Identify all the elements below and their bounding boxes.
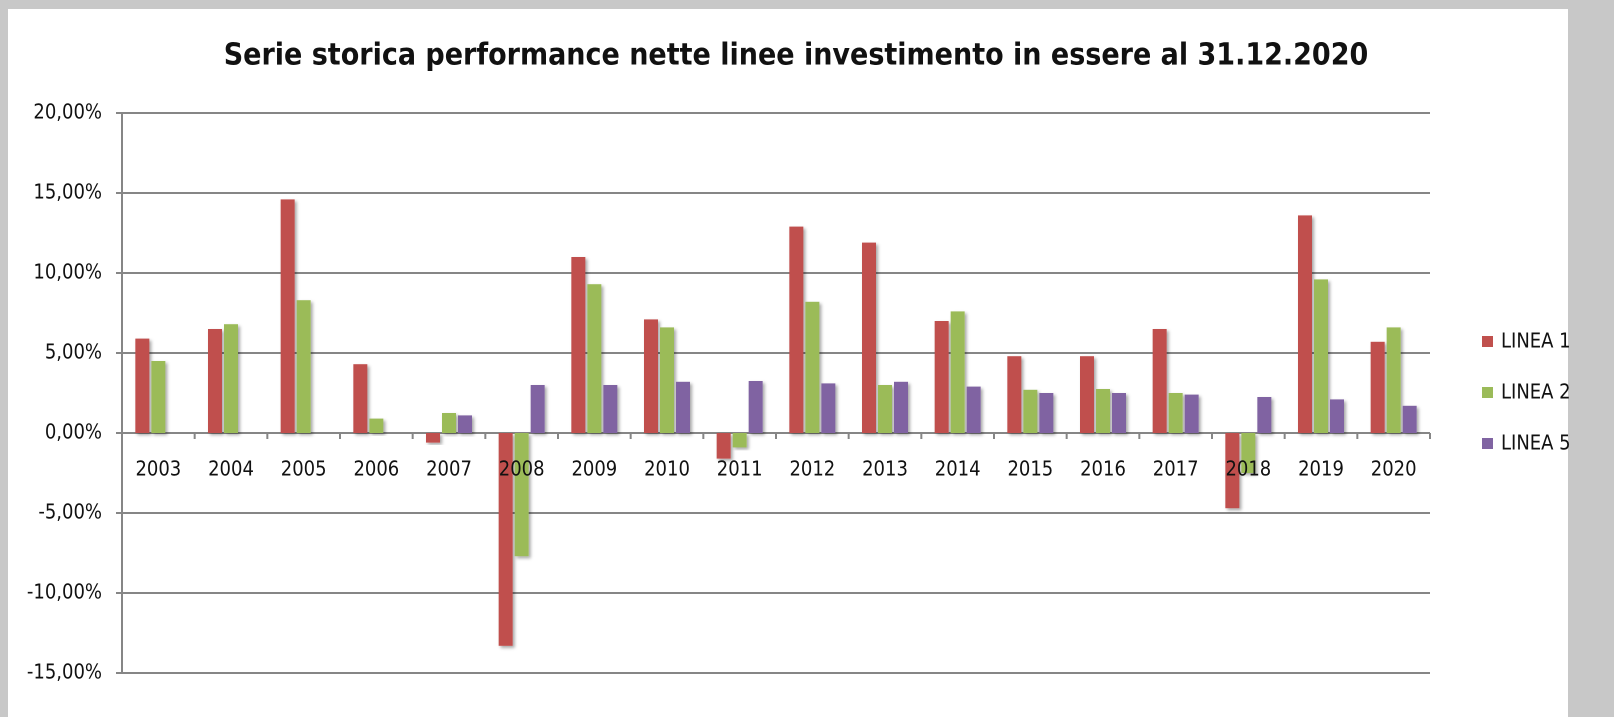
bar bbox=[353, 364, 368, 433]
y-tick-label: 10,00% bbox=[33, 260, 102, 284]
bar bbox=[805, 301, 820, 433]
x-tick-label: 2010 bbox=[644, 457, 690, 481]
bar bbox=[1184, 394, 1199, 433]
bar bbox=[296, 300, 311, 433]
x-tick-label: 2011 bbox=[717, 457, 763, 481]
bar bbox=[458, 415, 472, 433]
bar bbox=[442, 413, 456, 433]
y-tick-label: 5,00% bbox=[45, 340, 102, 364]
y-tick-label: -5,00% bbox=[38, 500, 102, 524]
legend-label: LINEA 5 bbox=[1501, 431, 1571, 455]
bar bbox=[587, 284, 602, 433]
bar bbox=[498, 433, 513, 646]
bar bbox=[1330, 399, 1344, 433]
bar bbox=[571, 257, 586, 433]
x-tick-label: 2018 bbox=[1225, 457, 1271, 481]
bar bbox=[1298, 215, 1312, 433]
bar bbox=[1257, 397, 1272, 433]
bar bbox=[224, 324, 238, 433]
legend-label: LINEA 1 bbox=[1501, 329, 1571, 353]
bar bbox=[1314, 279, 1328, 433]
bar bbox=[369, 418, 384, 433]
x-tick-label: 2013 bbox=[862, 457, 908, 481]
bar bbox=[748, 381, 763, 433]
x-tick-label: 2015 bbox=[1007, 457, 1053, 481]
x-tick-label: 2007 bbox=[426, 457, 472, 481]
bar bbox=[789, 226, 804, 433]
y-tick-label: 20,00% bbox=[33, 100, 102, 124]
bar bbox=[1402, 405, 1417, 433]
bar bbox=[1080, 356, 1094, 433]
x-tick-label: 2005 bbox=[281, 457, 327, 481]
x-tick-label: 2020 bbox=[1371, 457, 1417, 481]
legend-swatch bbox=[1482, 336, 1493, 347]
y-tick-label: 0,00% bbox=[45, 420, 102, 444]
bar bbox=[135, 338, 150, 433]
y-tick-label: -15,00% bbox=[27, 660, 102, 684]
bar bbox=[1039, 393, 1054, 433]
bar bbox=[280, 199, 295, 433]
y-tick-label: 15,00% bbox=[33, 180, 102, 204]
bar bbox=[644, 319, 658, 433]
bar bbox=[151, 361, 166, 433]
bar bbox=[1112, 393, 1126, 433]
bar bbox=[1225, 433, 1240, 509]
bar bbox=[950, 311, 965, 433]
bar bbox=[878, 385, 892, 433]
x-tick-label: 2009 bbox=[571, 457, 617, 481]
bar bbox=[1007, 356, 1022, 433]
bar bbox=[966, 386, 981, 433]
bar bbox=[660, 327, 674, 433]
bar bbox=[676, 381, 690, 433]
x-tick-label: 2008 bbox=[499, 457, 545, 481]
bar bbox=[530, 385, 545, 433]
bar bbox=[1023, 389, 1038, 433]
x-tick-label: 2004 bbox=[208, 457, 254, 481]
bar bbox=[1152, 329, 1167, 433]
y-tick-label: -10,00% bbox=[27, 580, 102, 604]
bar bbox=[426, 433, 440, 443]
bar bbox=[514, 433, 529, 557]
bar bbox=[208, 329, 222, 433]
bar bbox=[1386, 327, 1401, 433]
bar bbox=[894, 381, 908, 433]
bar bbox=[821, 383, 836, 433]
legend-swatch bbox=[1482, 387, 1493, 398]
bar bbox=[934, 321, 949, 433]
bar bbox=[1168, 393, 1183, 433]
bar bbox=[732, 433, 747, 448]
bar bbox=[1096, 389, 1110, 433]
x-tick-label: 2003 bbox=[135, 457, 181, 481]
x-tick-label: 2019 bbox=[1298, 457, 1344, 481]
bar bbox=[603, 385, 618, 433]
x-tick-label: 2017 bbox=[1153, 457, 1199, 481]
bar bbox=[862, 242, 876, 433]
x-tick-label: 2006 bbox=[353, 457, 399, 481]
x-tick-label: 2014 bbox=[935, 457, 981, 481]
bar bbox=[1241, 433, 1256, 473]
chart-area bbox=[8, 9, 1568, 717]
chart-title: Serie storica performance nette linee in… bbox=[224, 38, 1369, 73]
legend-swatch bbox=[1482, 438, 1493, 449]
x-tick-label: 2012 bbox=[789, 457, 835, 481]
x-tick-label: 2016 bbox=[1080, 457, 1126, 481]
legend-label: LINEA 2 bbox=[1501, 380, 1571, 404]
bar bbox=[1370, 341, 1385, 433]
bar bbox=[716, 433, 731, 459]
